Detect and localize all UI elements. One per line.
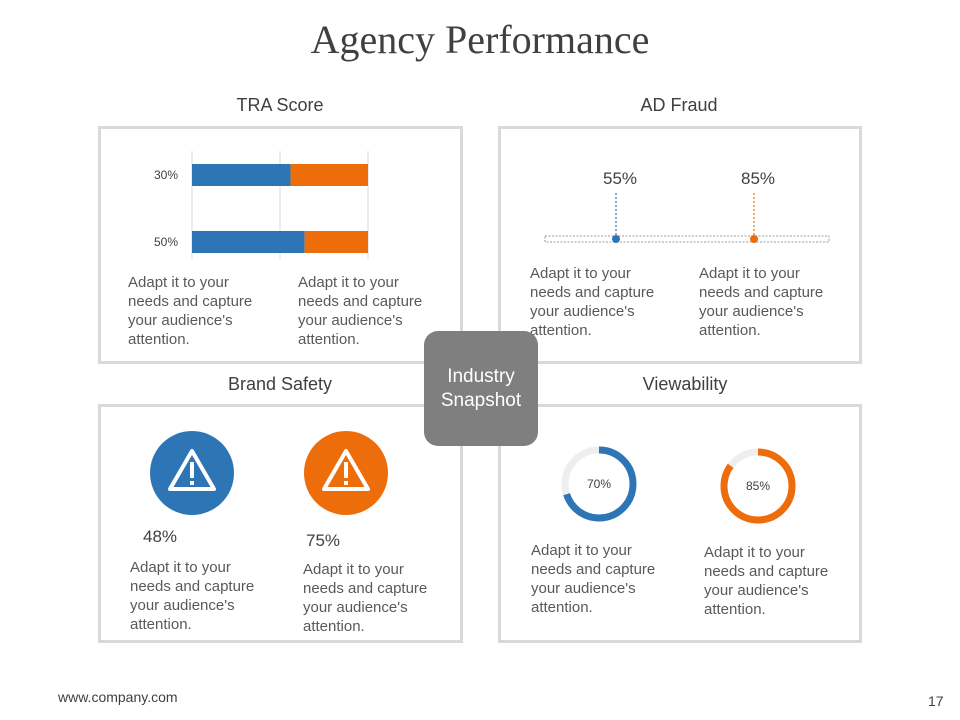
desc-line: needs and capture bbox=[704, 563, 829, 580]
donut-arc bbox=[720, 448, 796, 524]
desc-line: attention. bbox=[128, 331, 190, 348]
desc-line: needs and capture bbox=[303, 580, 428, 597]
brand-circle-blue bbox=[150, 431, 234, 515]
tra-category-label: 30% bbox=[154, 168, 178, 182]
desc-line: Adapt it to your bbox=[704, 544, 805, 561]
brand-safety-title: Brand Safety bbox=[227, 374, 333, 394]
view-desc-1: Adapt it to your needs and capture your … bbox=[531, 541, 681, 617]
tra-bar bbox=[192, 164, 291, 186]
fraud-value-label: 85% bbox=[741, 169, 775, 188]
desc-line: your audience's bbox=[298, 312, 403, 329]
brand-desc-2: Adapt it to your needs and capture your … bbox=[303, 560, 453, 636]
fraud-track bbox=[544, 235, 830, 243]
footer-url: www.company.com bbox=[58, 689, 178, 705]
desc-line: your audience's bbox=[699, 303, 804, 320]
tra-score-title: TRA Score bbox=[236, 95, 324, 115]
tra-desc-1: Adapt it to your needs and capture your … bbox=[128, 273, 278, 349]
desc-line: Adapt it to your bbox=[130, 559, 231, 576]
tra-bar bbox=[192, 231, 305, 253]
desc-line: needs and capture bbox=[298, 293, 423, 310]
viewability-chart: 70% 85% bbox=[561, 446, 796, 524]
brand-pct-2: 75% bbox=[306, 531, 341, 550]
donut-label: 70% bbox=[587, 477, 611, 491]
viewability-title: Viewability bbox=[642, 374, 728, 394]
desc-line: needs and capture bbox=[530, 284, 655, 301]
tra-bar bbox=[290, 164, 368, 186]
page-number: 17 bbox=[928, 693, 944, 709]
fraud-desc-1: Adapt it to your needs and capture your … bbox=[530, 264, 680, 340]
fraud-marker-dot bbox=[612, 235, 620, 243]
desc-line: attention. bbox=[303, 618, 365, 635]
warning-icon bbox=[322, 449, 370, 491]
tra-desc-2: Adapt it to your needs and capture your … bbox=[298, 273, 448, 349]
tra-score-panel: 30% 50% bbox=[98, 126, 463, 364]
desc-line: your audience's bbox=[530, 303, 635, 320]
ad-fraud-chart: 55% 85% bbox=[544, 169, 830, 243]
brand-pct-1: 48% bbox=[143, 527, 178, 546]
ad-fraud-title: AD Fraud bbox=[640, 95, 718, 115]
desc-line: Adapt it to your bbox=[530, 265, 631, 282]
desc-line: attention. bbox=[704, 601, 766, 618]
tra-score-chart: 30% 50% bbox=[154, 151, 369, 259]
viewability-panel: 70% 85% bbox=[498, 404, 862, 643]
desc-line: your audience's bbox=[704, 582, 809, 599]
desc-line: Adapt it to your bbox=[531, 542, 632, 559]
page-title: Agency Performance bbox=[310, 17, 650, 62]
tra-bar bbox=[304, 231, 368, 253]
ad-fraud-panel: 55% 85% bbox=[498, 126, 862, 364]
fraud-value-label: 55% bbox=[603, 169, 637, 188]
desc-line: attention. bbox=[699, 322, 761, 339]
brand-safety-panel bbox=[98, 404, 463, 643]
desc-line: needs and capture bbox=[128, 293, 253, 310]
donut-label: 85% bbox=[746, 479, 770, 493]
desc-line: attention. bbox=[530, 322, 592, 339]
tra-category-label: 50% bbox=[154, 235, 178, 249]
fraud-marker-dot bbox=[750, 235, 758, 243]
fraud-desc-2: Adapt it to your needs and capture your … bbox=[699, 264, 849, 340]
desc-line: attention. bbox=[130, 616, 192, 633]
desc-line: Adapt it to your bbox=[128, 274, 229, 291]
desc-line: your audience's bbox=[303, 599, 408, 616]
desc-line: needs and capture bbox=[699, 284, 824, 301]
brand-circle-orange bbox=[304, 431, 388, 515]
center-label-line: Snapshot bbox=[440, 389, 522, 411]
desc-line: your audience's bbox=[531, 580, 636, 597]
desc-line: Adapt it to your bbox=[298, 274, 399, 291]
desc-line: your audience's bbox=[130, 597, 235, 614]
brand-desc-1: Adapt it to your needs and capture your … bbox=[130, 558, 280, 634]
desc-line: needs and capture bbox=[531, 561, 656, 578]
center-label-line: Industry bbox=[447, 365, 515, 387]
desc-line: attention. bbox=[298, 331, 360, 348]
desc-line: attention. bbox=[531, 599, 593, 616]
industry-snapshot-box: Industry Snapshot bbox=[424, 331, 538, 446]
view-desc-2: Adapt it to your needs and capture your … bbox=[704, 543, 854, 619]
desc-line: needs and capture bbox=[130, 578, 255, 595]
desc-line: Adapt it to your bbox=[699, 265, 800, 282]
warning-icon bbox=[168, 449, 216, 491]
desc-line: your audience's bbox=[128, 312, 233, 329]
donut-arc bbox=[561, 446, 637, 522]
desc-line: Adapt it to your bbox=[303, 561, 404, 578]
